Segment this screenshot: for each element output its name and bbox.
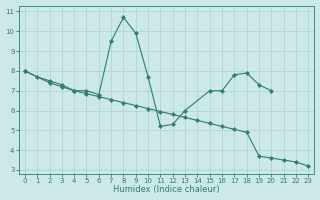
X-axis label: Humidex (Indice chaleur): Humidex (Indice chaleur) bbox=[113, 185, 220, 194]
